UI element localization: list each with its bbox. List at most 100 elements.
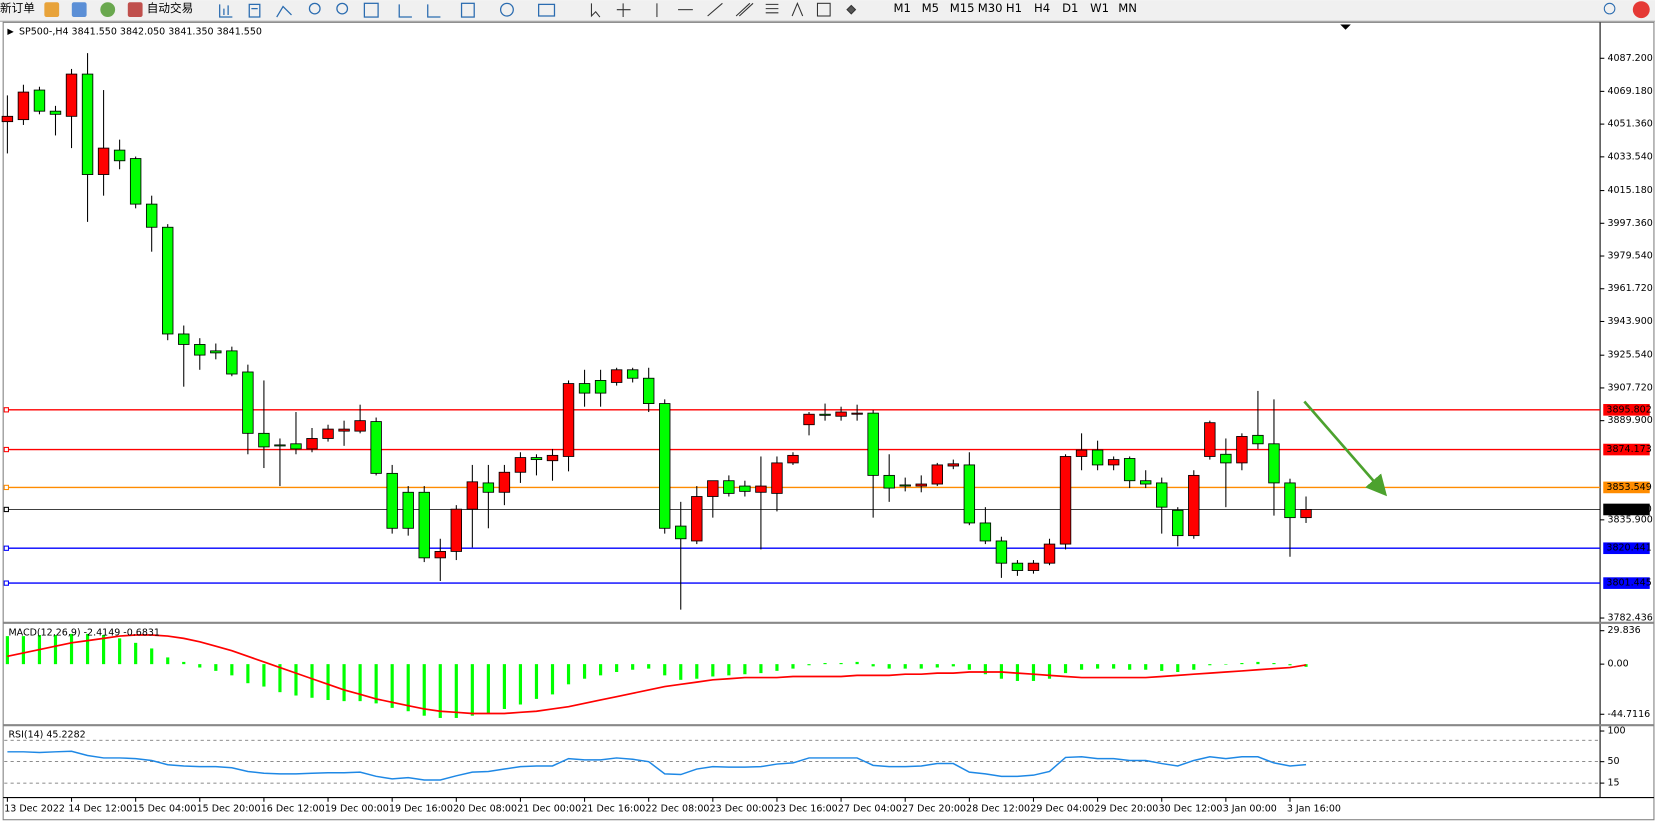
icon[interactable]	[398, 4, 412, 18]
candle-body	[210, 350, 222, 354]
candle-body	[1268, 443, 1280, 484]
timeframe-button[interactable]: H4	[1034, 1, 1050, 15]
icon[interactable]	[71, 2, 87, 18]
timeframe-button[interactable]: W1	[1090, 1, 1109, 15]
x-tick-label: 19 Dec 00:00	[325, 804, 389, 815]
candle-body	[33, 89, 46, 112]
x-tick-label: 14 Dec 12:00	[68, 804, 132, 815]
price-level-label: 3801.445	[1606, 578, 1651, 589]
candle-body	[1, 115, 14, 123]
candle-body	[81, 73, 94, 175]
icon[interactable]	[276, 5, 292, 18]
candle-body	[1091, 449, 1104, 466]
label-tool[interactable]	[816, 2, 831, 17]
macd-bar	[759, 664, 763, 674]
timeframe-button[interactable]: MN	[1118, 1, 1137, 15]
icon[interactable]	[248, 3, 261, 18]
timeframe-button[interactable]: M5	[922, 1, 939, 15]
candle-body	[1284, 482, 1296, 519]
auto-trading-icon[interactable]	[127, 2, 143, 18]
cursor-tool[interactable]	[590, 3, 601, 18]
y-tick-label: 3925.540	[1607, 350, 1652, 361]
icon[interactable]	[44, 2, 60, 18]
price-level-label: 3853.549	[1606, 482, 1651, 493]
timeframe-button[interactable]: M1	[894, 1, 911, 15]
notification-icon[interactable]	[1632, 1, 1650, 19]
macd-bar	[534, 664, 539, 699]
fibo-tool[interactable]	[765, 3, 779, 14]
x-tick-label: 13 Dec 2022	[4, 804, 65, 815]
icon[interactable]	[460, 2, 475, 18]
macd-bar	[775, 664, 779, 671]
macd-bar	[1063, 664, 1068, 674]
x-tick-label: 27 Dec 04:00	[838, 804, 902, 815]
search-icon[interactable]	[1603, 2, 1616, 15]
trendline-tool[interactable]	[707, 2, 723, 17]
price-level-tag	[1603, 542, 1650, 555]
x-tick-label: 27 Dec 20:00	[902, 804, 966, 815]
timeframe-button[interactable]: D1	[1062, 1, 1078, 15]
candle-body	[803, 413, 815, 426]
timeframe-button[interactable]: M15	[950, 1, 975, 15]
icon[interactable]	[219, 4, 233, 18]
text-tool[interactable]	[791, 1, 804, 17]
candle-body	[755, 485, 767, 493]
new-order-button[interactable]: 新订单	[0, 1, 35, 15]
auto-trading-button[interactable]: 自动交易	[147, 1, 193, 15]
macd-bar	[21, 636, 26, 665]
icon[interactable]	[363, 2, 379, 18]
candle-body	[947, 463, 960, 467]
crosshair-tool[interactable]	[616, 3, 631, 18]
candle-body	[723, 480, 735, 494]
candle-body	[370, 421, 382, 474]
y-tick-label: 4087.200	[1607, 53, 1652, 64]
candle-body	[659, 403, 671, 529]
candle-body	[1011, 562, 1024, 571]
candle-body	[226, 350, 238, 375]
macd-bar	[1176, 664, 1180, 672]
macd-bar	[118, 638, 122, 665]
x-tick-label: 20 Dec 08:00	[453, 804, 517, 815]
macd-bar	[422, 664, 426, 716]
candle-body	[1107, 459, 1120, 466]
macd-bar	[1160, 664, 1164, 671]
icon[interactable]	[100, 2, 116, 18]
x-tick-label: 23 Dec 00:00	[710, 804, 774, 815]
candle-body	[819, 413, 831, 416]
y-tick-label: 4051.360	[1607, 119, 1652, 130]
chart-window	[2, 21, 1655, 821]
x-tick-label: 21 Dec 00:00	[517, 804, 581, 815]
y-tick-label: 3943.900	[1607, 316, 1652, 327]
macd-bar	[839, 663, 843, 665]
x-tick-label: 15 Dec 20:00	[197, 804, 261, 815]
trend-arrow	[1303, 400, 1388, 497]
icon[interactable]	[308, 2, 321, 15]
candle-body	[1043, 543, 1056, 564]
macd-bar	[486, 664, 490, 714]
icon[interactable]	[427, 4, 441, 18]
price-level-label: 3820.441	[1606, 543, 1651, 554]
candle-body	[1188, 474, 1200, 537]
y-tick-label: 3889.900	[1607, 415, 1652, 426]
macd-bar	[1224, 664, 1228, 665]
icon[interactable]	[499, 2, 514, 17]
timeframe-button[interactable]: H1	[1006, 1, 1022, 15]
macd-bar	[1208, 664, 1212, 666]
panel-title: RSI(14) 45.2282	[8, 730, 85, 741]
macd-bar	[390, 664, 394, 708]
candle-body	[1252, 434, 1264, 445]
icon[interactable]	[538, 3, 556, 17]
macd-bar	[823, 663, 827, 665]
macd-bar	[727, 664, 731, 676]
channel-tool[interactable]	[735, 2, 754, 17]
timeframe-button[interactable]: M30	[978, 1, 1003, 15]
macd-bar	[5, 636, 9, 665]
candle-body	[771, 462, 783, 494]
candle-body	[162, 226, 174, 335]
macd-signal-line	[7, 634, 1307, 715]
icon[interactable]	[336, 2, 349, 15]
candle-body	[963, 464, 976, 524]
plot-area: 4087.200 4069.180 4051.360 4033.540 4015.180…	[1, 26, 1653, 815]
shapes-tool[interactable]	[846, 4, 857, 15]
